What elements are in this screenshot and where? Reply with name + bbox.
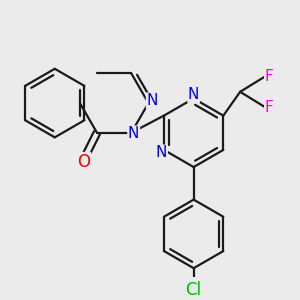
Text: N: N [128,126,140,141]
Text: N: N [147,93,158,108]
Text: N: N [156,145,167,160]
Text: Cl: Cl [186,281,202,299]
Text: F: F [265,69,274,84]
Text: O: O [77,153,91,171]
Text: N: N [188,87,199,102]
Text: F: F [265,100,274,115]
